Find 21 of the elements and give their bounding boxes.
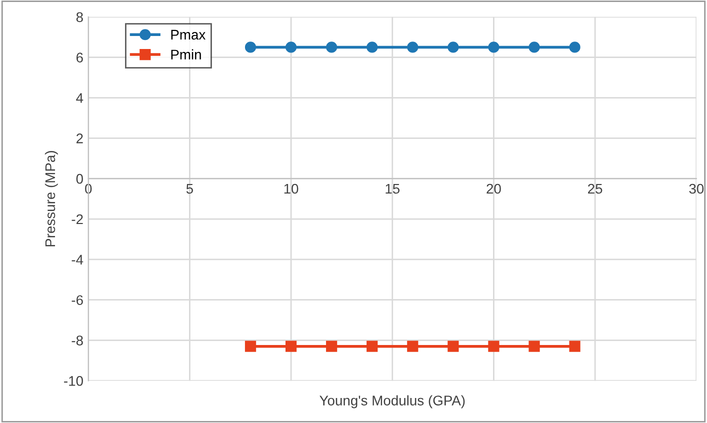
x-axis-title: Young's Modulus (GPA) xyxy=(320,395,465,408)
y-axis-title: Pressure (MPa) xyxy=(44,151,58,246)
x-tick-label: 10 xyxy=(284,184,298,194)
y-tick-label: 6 xyxy=(76,52,83,63)
y-tick-label: -2 xyxy=(72,214,83,224)
y-tick-label: -8 xyxy=(72,336,83,346)
y-tick-label: -10 xyxy=(64,376,83,386)
y-tick-label: 0 xyxy=(76,174,83,184)
y-tick-label: 4 xyxy=(76,93,84,103)
x-tick-label: 25 xyxy=(588,184,602,194)
x-tick-label: 5 xyxy=(186,184,193,194)
y-tick-label: 8 xyxy=(76,12,83,22)
y-tick-label: -4 xyxy=(72,254,84,264)
y-tick-label: 2 xyxy=(76,134,83,144)
x-tick-label: 15 xyxy=(386,184,400,194)
x-tick-label: 20 xyxy=(486,184,501,194)
y-tick-label: -6 xyxy=(72,295,83,306)
legend-label: Pmax xyxy=(171,30,206,40)
x-tick-label: 0 xyxy=(85,184,92,194)
x-tick-label: 30 xyxy=(689,184,704,194)
legend-label: Pmin xyxy=(171,49,201,60)
